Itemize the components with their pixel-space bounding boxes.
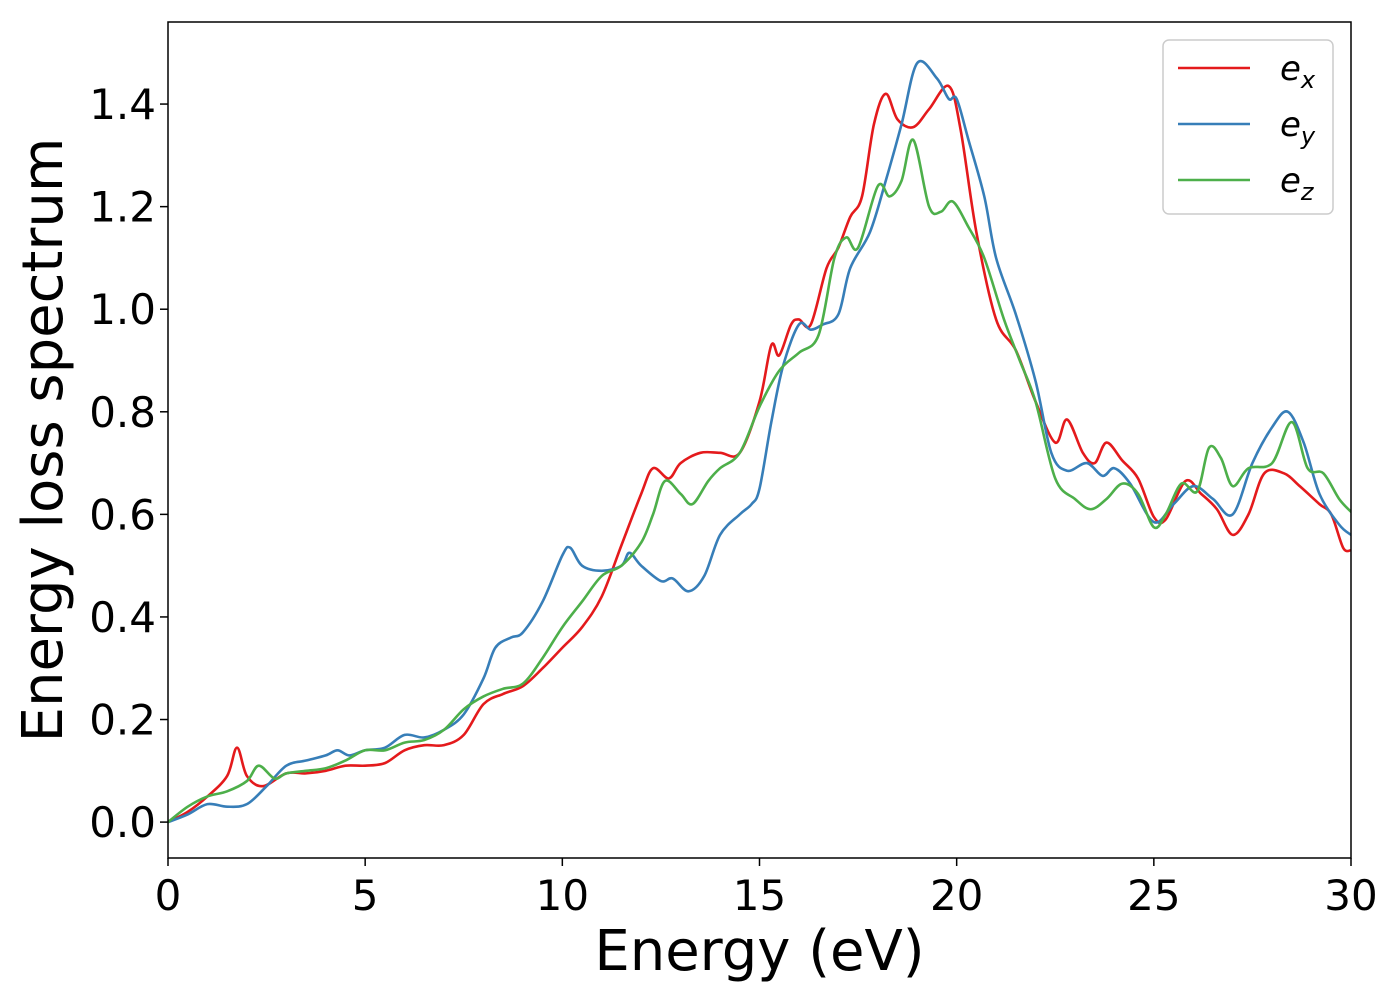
x-tick-label: 0 [155,871,182,920]
y-tick-label: 0.6 [89,490,156,539]
legend-box [1162,39,1334,215]
y-tick-label: 0.4 [89,593,156,642]
y-tick-label: 0.0 [89,798,156,847]
legend-label-z: ez [1280,161,1315,206]
y-tick-label: 0.8 [89,388,156,437]
legend-label-x: ex [1280,49,1316,94]
y-tick-label: 1.0 [89,285,156,334]
x-tick-label: 30 [1324,871,1377,920]
series-line-y [168,59,1351,824]
plot-frame [167,21,1352,859]
x-tick-label: 5 [352,871,379,920]
x-tick-label: 25 [1127,871,1180,920]
x-tick-label: 15 [733,871,786,920]
x-tick-label: 10 [536,871,589,920]
x-axis-label: Energy (eV) [594,919,924,984]
y-tick-label: 1.2 [89,183,156,232]
series-line-z [168,138,1351,824]
x-tick-label: 20 [930,871,983,920]
legend: ex ey ez [1162,39,1334,215]
y-tick-label: 1.4 [89,80,156,129]
series-lines [168,59,1351,824]
series-line-x [168,84,1351,824]
y-axis-label: Energy loss spectrum [11,138,76,743]
x-axis-ticks: 0 5 10 15 20 25 30 [155,858,1378,920]
y-tick-label: 0.2 [89,696,156,745]
y-axis-ticks: 0.0 0.2 0.4 0.6 0.8 1.0 1.2 1.4 [89,80,168,847]
legend-label-y: ey [1280,105,1316,150]
